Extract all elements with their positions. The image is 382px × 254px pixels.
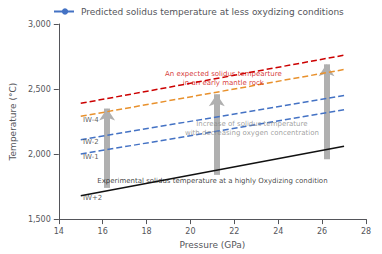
svg-text:1,500: 1,500 [28, 215, 51, 224]
svg-text:in an early mantle rock: in an early mantle rock [183, 79, 265, 87]
svg-text:IW-1: IW-1 [83, 153, 99, 161]
svg-text:IW+2: IW+2 [83, 194, 102, 202]
svg-text:14: 14 [54, 227, 64, 236]
svg-text:IW-4: IW-4 [83, 116, 99, 124]
svg-text:26: 26 [317, 227, 327, 236]
svg-text:22: 22 [229, 227, 239, 236]
svg-text:2,000: 2,000 [28, 150, 51, 159]
svg-text:An expected solidus tempeartur: An expected solidus tempearture [165, 70, 282, 78]
svg-text:20: 20 [185, 227, 195, 236]
svg-text:with decreasing oxygen concent: with decreasing oxygen concentration [185, 129, 319, 137]
svg-text:18: 18 [141, 227, 151, 236]
svg-text:3,000: 3,000 [28, 20, 51, 29]
svg-text:IW-2: IW-2 [83, 138, 99, 146]
svg-text:28: 28 [361, 227, 371, 236]
svg-text:Increase of solidus temperatur: Increase of solidus temperature [196, 120, 307, 128]
svg-text:16: 16 [98, 227, 108, 236]
svg-text:Predicted solidus temperature: Predicted solidus temperature at less ox… [81, 7, 344, 17]
svg-text:2,500: 2,500 [28, 85, 51, 94]
svg-text:Experimental solidus temperatu: Experimental solidus temperature at a hi… [97, 177, 327, 185]
svg-text:Temperature (°C): Temperature (°C) [8, 83, 18, 162]
svg-text:Pressure (GPa): Pressure (GPa) [179, 240, 245, 250]
svg-text:24: 24 [273, 227, 283, 236]
